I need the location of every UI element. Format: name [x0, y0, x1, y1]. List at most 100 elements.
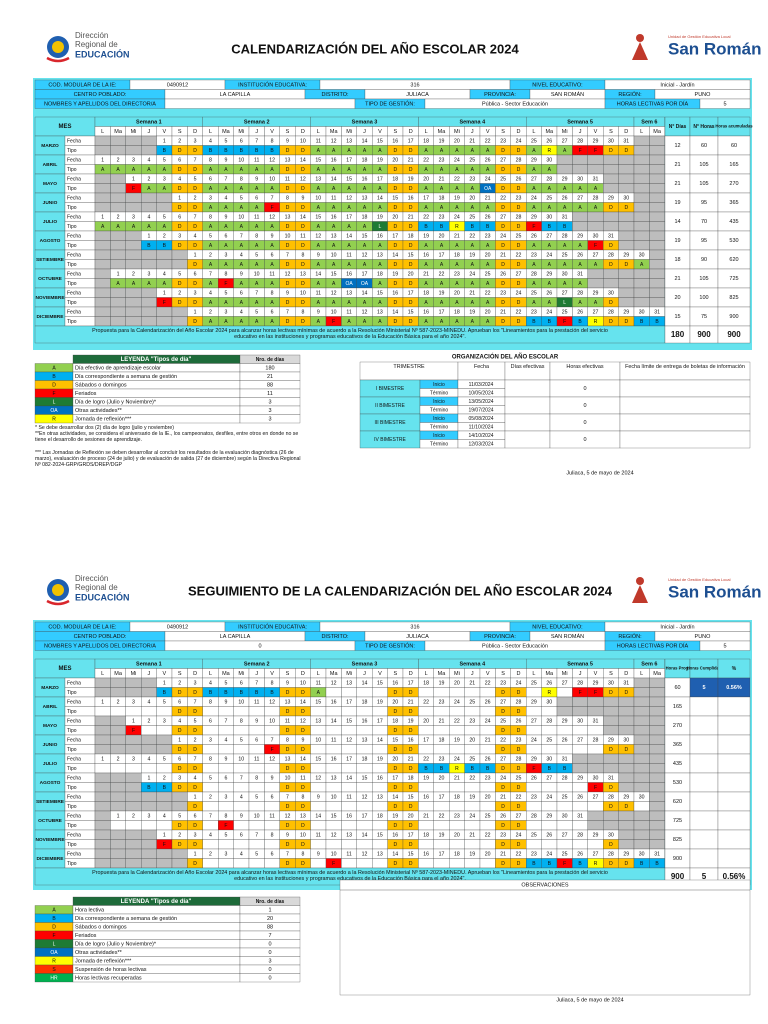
info-value-text: SAN ROMÁN — [551, 91, 584, 98]
summary-cell — [689, 810, 719, 831]
type-code: D — [501, 766, 505, 772]
type-cell — [464, 839, 481, 850]
date-cell — [633, 287, 650, 298]
type-cell — [341, 763, 357, 774]
type-code: A — [471, 281, 475, 287]
cell-text: 26 — [516, 176, 522, 182]
type-code: D — [286, 842, 290, 848]
cell-text: 11/10/2024 — [469, 424, 494, 430]
cell-text: 23 — [485, 233, 491, 239]
type-code: D — [193, 224, 197, 230]
logo-right-icon — [632, 42, 648, 60]
legend-label: Día correspondiente a semana de gestión — [75, 374, 177, 380]
type-cell — [433, 725, 450, 736]
cell-text: 23 — [469, 176, 475, 182]
legend-label: Día correspondiente a semana de gestión — [75, 916, 177, 922]
type-code: A — [471, 205, 475, 211]
type-code: A — [548, 262, 552, 268]
logo-right-icon — [632, 585, 648, 603]
legend-label: Día de logro (Julio y Noviembre)* — [75, 399, 157, 405]
cell-text: 14 — [362, 138, 368, 144]
info-label-text: REGIÓN: — [618, 633, 642, 640]
cell-text: 24 — [516, 290, 522, 296]
type-code: D — [517, 148, 521, 154]
cell-text: 1 — [147, 233, 150, 239]
cell-text: 20 — [423, 176, 429, 182]
type-cell — [156, 316, 173, 327]
cell-text: 22 — [485, 832, 491, 838]
cell-text: 12 — [331, 832, 337, 838]
type-code: D — [409, 300, 413, 306]
logo-right-icon — [636, 34, 644, 42]
cell-text: 17 — [377, 718, 383, 724]
month-name: MARZO — [41, 685, 59, 691]
cell-text: 19 — [439, 138, 445, 144]
type-code: D — [178, 766, 182, 772]
summary-cell — [689, 848, 719, 869]
type-code: D — [393, 747, 397, 753]
type-code: F — [224, 823, 227, 829]
cell-text: 10 — [285, 233, 291, 239]
type-cell — [171, 858, 188, 869]
type-cell — [264, 706, 280, 717]
date-cell — [618, 715, 635, 726]
cell-text: 24 — [531, 737, 537, 743]
cell-text: 22 — [516, 794, 522, 800]
cell-text: 2 — [178, 138, 181, 144]
type-code: D — [517, 785, 521, 791]
type-code: D — [286, 243, 290, 249]
cell-text: 1 — [163, 138, 166, 144]
type-code: B — [548, 319, 552, 325]
type-code: R — [594, 861, 598, 867]
cell-text: 25 — [546, 737, 552, 743]
info-value-text: 0 — [258, 643, 261, 649]
date-cell — [110, 715, 126, 726]
cell-text: 9 — [224, 214, 227, 220]
logo-left-icon — [52, 584, 64, 596]
type-code: A — [486, 148, 490, 154]
cell-text: 19 — [377, 756, 383, 762]
cell-text: S — [609, 129, 613, 135]
cell-text: Semana 2 — [244, 661, 270, 667]
type-cell — [356, 839, 373, 850]
type-code: D — [624, 690, 628, 696]
type-code: A — [440, 205, 444, 211]
type-code: D — [178, 747, 182, 753]
cell-text: J — [148, 671, 151, 677]
cell-text: 16 — [392, 138, 398, 144]
cell-text: 28 — [577, 138, 583, 144]
observaciones-title: OBSERVACIONES — [521, 882, 569, 888]
type-code: A — [455, 262, 459, 268]
type-code: A — [578, 205, 582, 211]
cell-text: 1 — [132, 718, 135, 724]
type-cell — [310, 820, 327, 831]
type-cell — [233, 858, 250, 869]
type-code: A — [224, 300, 228, 306]
type-cell — [526, 801, 542, 812]
cell-text: 15 — [331, 271, 337, 277]
cell-text: 21 — [454, 775, 460, 781]
type-code: A — [424, 167, 428, 173]
cell-text: L — [640, 129, 643, 135]
info-label-text: HORAS LECTIVAS POR DÍA — [617, 100, 689, 107]
cell-text: 7 — [194, 214, 197, 220]
cell-text: 2 — [209, 794, 212, 800]
cell-text: 17 — [392, 233, 398, 239]
type-code: A — [532, 186, 536, 192]
cell-text: 25 — [562, 309, 568, 315]
legend-label: Jornada de reflexión*** — [75, 958, 132, 964]
footnote: **En otras actividades, se considera el … — [35, 431, 298, 443]
date-cell — [649, 753, 665, 764]
logo-right-text: San Román — [668, 582, 762, 601]
type-code: D — [501, 167, 505, 173]
cell-text: 2 — [117, 214, 120, 220]
type-code: L — [563, 300, 566, 306]
date-cell — [156, 734, 173, 745]
cell-text: Tipo — [67, 148, 77, 154]
type-cell — [156, 763, 173, 774]
cell-text: 14 — [392, 851, 398, 857]
type-code: A — [317, 690, 321, 696]
type-code: A — [532, 205, 536, 211]
type-cell — [94, 763, 111, 774]
